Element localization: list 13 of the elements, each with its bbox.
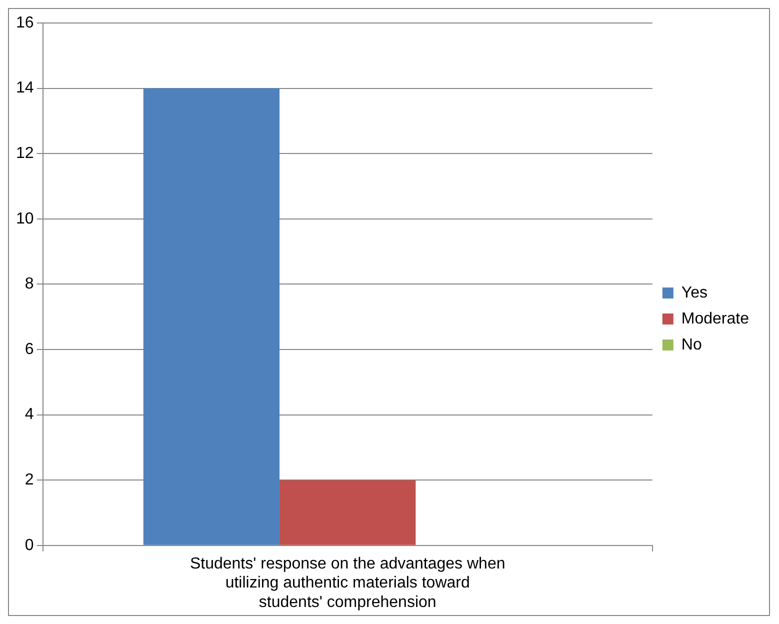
- x-tick-label: Students' response on the advantages when utilizing authentic materials toward students' comprehension: [190, 555, 506, 611]
- y-tick-label: 0: [24, 536, 34, 554]
- y-tick-label: 14: [16, 80, 34, 97]
- legend-label: Yes: [681, 284, 708, 302]
- legend-label: Moderate: [681, 310, 750, 328]
- y-tick-label: 16: [16, 14, 34, 32]
- y-tick-label: 2: [24, 472, 34, 489]
- y-tick-label: 12: [16, 145, 34, 162]
- y-tick-label: 6: [24, 340, 34, 358]
- legend-label: No: [681, 336, 702, 354]
- y-tick-label: 8: [24, 276, 34, 293]
- y-tick-label: 10: [16, 210, 34, 228]
- y-tick-label: 4: [24, 406, 34, 424]
